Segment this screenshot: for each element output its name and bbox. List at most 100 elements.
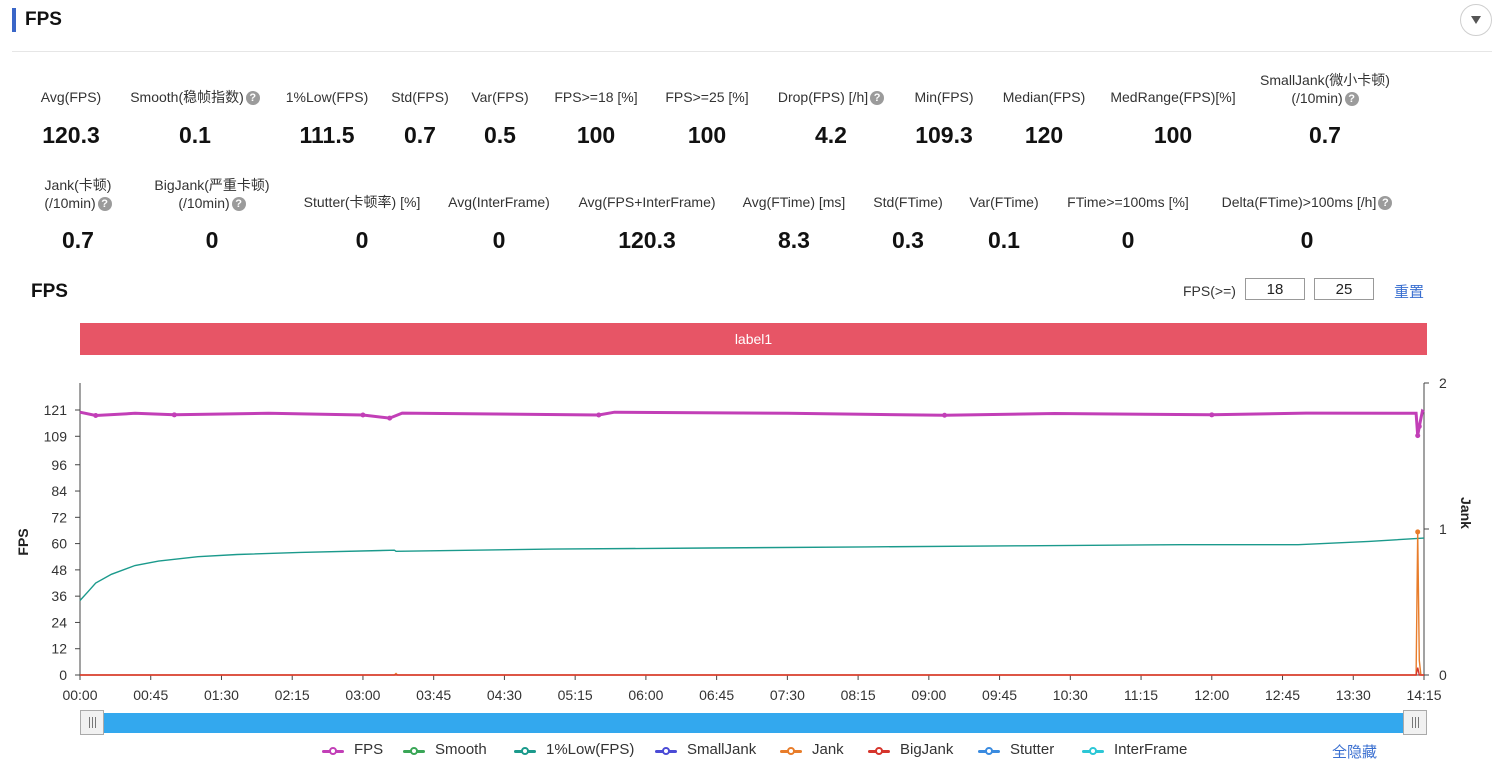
- data-point-jank: [1415, 529, 1421, 535]
- stat-var-fps: Var(FPS) 0.5: [460, 89, 540, 159]
- stat-label: Delta(FTime)>100ms [/h]: [1221, 194, 1377, 210]
- stat-label-unit: (/10min): [1291, 90, 1343, 106]
- x-tick-label: 09:45: [982, 687, 1017, 703]
- stat-value: 0: [1121, 227, 1135, 253]
- data-point-fps: [171, 412, 177, 418]
- data-point-fps: [942, 412, 948, 418]
- data-point-fps: [387, 415, 393, 421]
- series-line-fps: [79, 408, 1425, 436]
- stat-avg-interframe: Avg(InterFrame) 0: [440, 194, 558, 264]
- legend-label: Stutter: [1010, 741, 1055, 758]
- legend-swatch: [655, 747, 677, 755]
- stat-fps-ge-18: FPS>=18 [%] 100: [543, 89, 649, 159]
- stat-label: Median(FPS): [1002, 89, 1086, 105]
- stat-value: 0: [1300, 227, 1314, 253]
- label-bar[interactable]: label1: [80, 323, 1427, 355]
- stat-value: 120: [1024, 122, 1064, 148]
- help-icon[interactable]: ?: [1378, 195, 1393, 210]
- chart-legend: FPS Smooth 1%Low(FPS) SmallJank Jank Big…: [0, 741, 1500, 761]
- legend-label: Jank: [812, 741, 844, 758]
- stat-avg-ftime: Avg(FTime) [ms] 8.3: [736, 194, 852, 264]
- x-tick-label: 12:45: [1265, 687, 1300, 703]
- y-tick-label: 0: [59, 667, 67, 683]
- x-tick-label: 00:00: [62, 687, 97, 703]
- legend-label: FPS: [354, 741, 384, 758]
- x-tick-label: 09:00: [911, 687, 946, 703]
- legend-label: 1%Low(FPS): [546, 741, 635, 758]
- section-header: FPS: [12, 0, 1492, 52]
- stat-label: SmallJank(微小卡顿): [1260, 72, 1390, 88]
- threshold-input-1[interactable]: [1245, 278, 1305, 300]
- stat-value: 0.7: [404, 122, 436, 148]
- legend-swatch: [403, 747, 425, 755]
- data-point-fps: [360, 412, 366, 418]
- threshold-input-2[interactable]: [1314, 278, 1374, 300]
- help-icon[interactable]: ?: [245, 90, 260, 105]
- zoom-slider[interactable]: [80, 710, 1427, 735]
- stat-min-fps: Min(FPS) 109.3: [900, 89, 988, 159]
- help-icon[interactable]: ?: [870, 90, 885, 105]
- stat-label: FPS>=25 [%]: [665, 89, 749, 105]
- y-tick-label: 84: [51, 483, 67, 499]
- triangle-down-icon: [1471, 16, 1481, 24]
- stat-label: Avg(FPS): [40, 89, 102, 105]
- legend-swatch: [868, 747, 890, 755]
- stat-label: Avg(FTime) [ms]: [742, 194, 846, 210]
- stat-value: 0: [205, 227, 219, 253]
- threshold-label: FPS(>=): [1183, 283, 1236, 299]
- y-tick-label: 96: [51, 457, 67, 473]
- legend-label: BigJank: [900, 741, 954, 758]
- x-tick-label: 06:45: [699, 687, 734, 703]
- stat-label: Var(FTime): [969, 194, 1039, 210]
- y-tick-label: 36: [51, 588, 67, 604]
- legend-label: InterFrame: [1114, 741, 1188, 758]
- x-tick-label: 01:30: [204, 687, 239, 703]
- series-line-1-low-fps: [79, 537, 1425, 601]
- stat-delta-ftime: Delta(FTime)>100ms [/h]? 0: [1208, 194, 1406, 264]
- stat-1pct-low: 1%Low(FPS) 111.5: [277, 89, 377, 159]
- x-tick-label: 08:15: [841, 687, 876, 703]
- stat-value: 0: [355, 227, 369, 253]
- y-tick-label: 48: [51, 562, 67, 578]
- reset-link[interactable]: 重置: [1394, 284, 1425, 301]
- slider-handle-left[interactable]: [80, 710, 104, 735]
- help-icon[interactable]: ?: [1344, 91, 1359, 106]
- slider-handle-right[interactable]: [1403, 710, 1427, 735]
- section-title: FPS: [25, 9, 62, 30]
- x-tick-label: 00:45: [133, 687, 168, 703]
- stat-smalljank: SmallJank(微小卡顿) (/10min)? 0.7: [1252, 72, 1398, 159]
- data-point-fps: [596, 412, 602, 418]
- data-point-fps: [1416, 423, 1422, 429]
- stat-avg-fps-interframe: Avg(FPS+InterFrame) 120.3: [570, 194, 724, 264]
- legend-label: Smooth: [435, 741, 487, 758]
- stat-smooth: Smooth(稳帧指数)? 0.1: [122, 89, 268, 159]
- stat-label: MedRange(FPS)[%]: [1110, 89, 1236, 105]
- stat-label: Stutter(卡顿率) [%]: [303, 194, 421, 210]
- x-tick-label: 06:00: [628, 687, 663, 703]
- legend-swatch: [514, 747, 536, 755]
- y-tick-label: 60: [51, 536, 67, 552]
- help-icon[interactable]: ?: [97, 196, 112, 211]
- legend-swatch: [978, 747, 1000, 755]
- stat-label: BigJank(严重卡顿): [154, 177, 270, 193]
- legend-label: SmallJank: [687, 741, 757, 758]
- x-tick-label: 07:30: [770, 687, 805, 703]
- slider-track[interactable]: [80, 713, 1427, 733]
- stat-jank: Jank(卡顿) (/10min)? 0.7: [22, 177, 134, 263]
- collapse-button[interactable]: [1460, 4, 1492, 36]
- stat-value: 0.1: [179, 122, 211, 148]
- y-tick-label: 121: [44, 402, 68, 418]
- legend-swatch: [1082, 747, 1104, 755]
- stat-std-fps: Std(FPS) 0.7: [380, 89, 460, 159]
- x-tick-label: 03:00: [345, 687, 380, 703]
- hide-all-link[interactable]: 全隐藏: [1332, 744, 1378, 761]
- help-icon[interactable]: ?: [231, 196, 246, 211]
- stat-ftime-ge-100: FTime>=100ms [%] 0: [1058, 194, 1198, 264]
- stat-label: Std(FPS): [391, 89, 449, 105]
- y2-tick-label: 1: [1439, 521, 1447, 537]
- stat-label: 1%Low(FPS): [285, 89, 369, 105]
- stat-value: 120.3: [618, 227, 676, 253]
- stat-label-unit: (/10min): [178, 195, 230, 211]
- x-tick-label: 12:00: [1194, 687, 1229, 703]
